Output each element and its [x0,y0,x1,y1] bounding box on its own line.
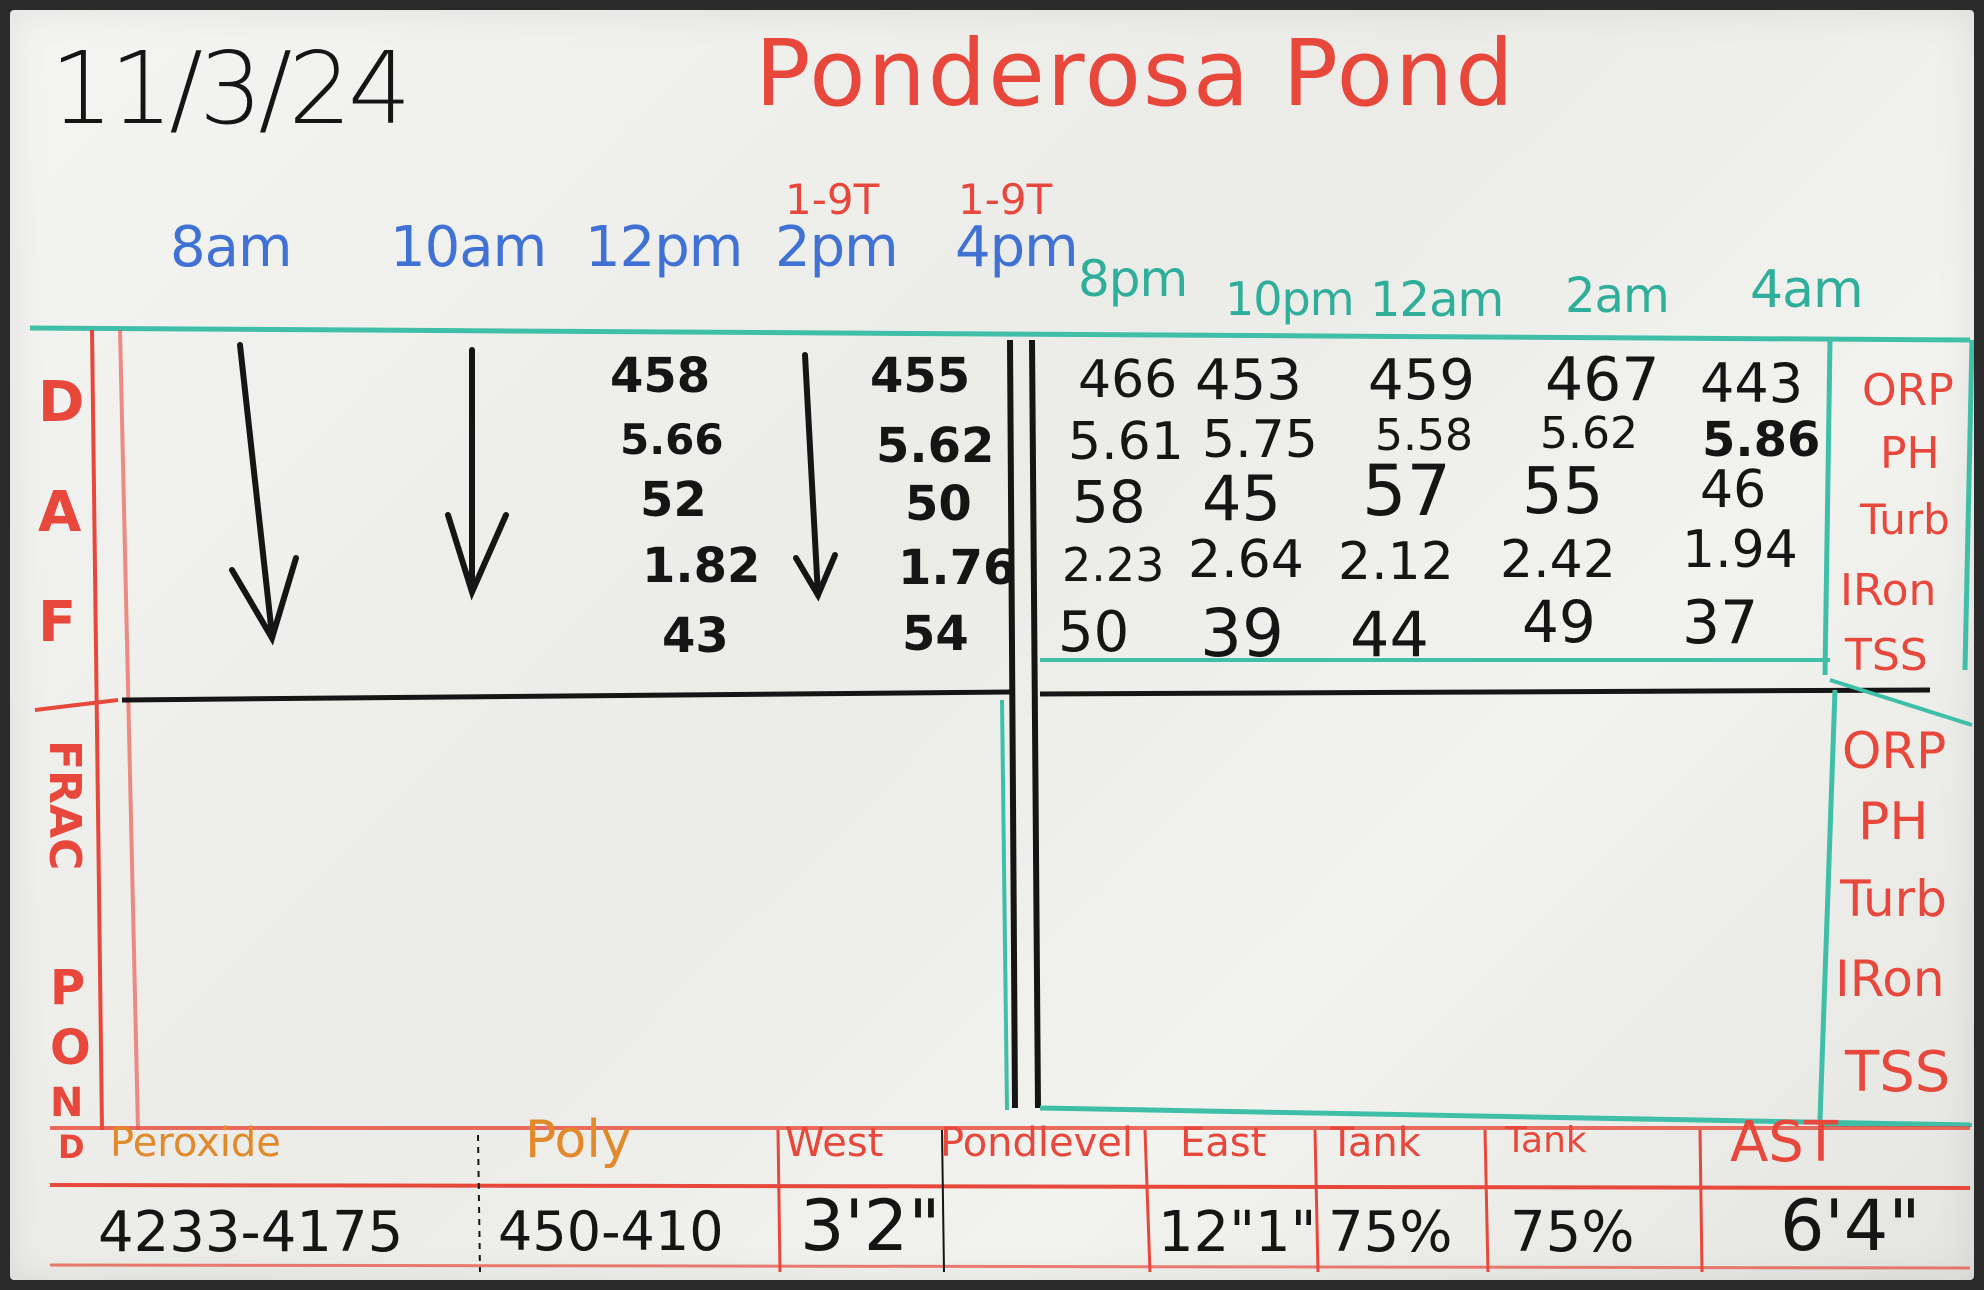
reading-12pm-ph: 5.66 [620,415,724,464]
reading-4pm-orp: 455 [870,348,971,404]
reading-12am-ph: 5.58 [1375,410,1473,461]
reading-4pm-iron: 1.76 [898,540,1017,596]
reading-8pm-ph: 5.61 [1068,412,1184,472]
label-west: West [785,1120,884,1166]
label-poly: Poly [525,1110,632,1170]
reading-10pm-ph: 5.75 [1202,410,1318,470]
value-ast: 6'4" [1780,1185,1921,1267]
reading-4am-tss: 37 [1682,588,1759,658]
section-daf-letter-1: D [38,370,85,435]
label-pondlevel: Pondlevel [940,1120,1134,1166]
reading-12am-tss: 44 [1350,598,1429,671]
value-peroxide: 4233-4175 [98,1200,404,1265]
reading-10pm-tss: 39 [1200,595,1284,672]
annotation-2pm: 1-9T [785,175,880,224]
reading-4am-iron: 1.94 [1682,520,1798,580]
time-12pm: 12pm [585,215,743,280]
reading-2am-tss: 49 [1522,588,1596,656]
reading-4pm-tss: 54 [902,606,969,662]
time-12am: 12am [1370,272,1504,328]
label-tank-2: Tank [1505,1120,1587,1161]
time-4pm: 4pm [955,215,1079,280]
param-top-orp: ORP [1862,365,1954,416]
time-2pm: 2pm [775,215,899,280]
reading-4am-orp: 443 [1700,352,1804,415]
section-pond-letter-1: P [50,960,86,1016]
section-daf-letter-3: F [38,590,77,655]
value-poly: 450-410 [498,1200,724,1263]
param-bottom-orp: ORP [1842,722,1947,780]
reading-4am-turb: 46 [1700,460,1767,520]
time-10am: 10am [390,215,547,280]
grid-lines [29,325,1974,1273]
reading-12am-orp: 459 [1368,348,1475,413]
reading-12pm-orp: 458 [610,348,711,404]
value-tank2: 75% [1510,1200,1635,1265]
title-text: Ponderosa Pond [755,20,1516,127]
section-pond-letter-2: O [50,1020,91,1076]
reading-12am-iron: 2.12 [1338,532,1454,592]
reading-2am-orp: 467 [1545,345,1660,415]
param-bottom-tss: TSS [1845,1040,1951,1105]
reading-4pm-turb: 50 [905,476,972,532]
label-ast: AST [1730,1110,1839,1175]
down-arrows [229,342,838,646]
value-east: 12"1" [1158,1200,1317,1265]
reading-2am-turb: 55 [1522,455,1604,529]
reading-10pm-iron: 2.64 [1188,530,1304,590]
reading-12pm-turb: 52 [640,472,707,528]
whiteboard: { "date": "11/3/24", "title": "Ponderosa… [10,10,1974,1280]
section-pond-letter-3: N [50,1080,84,1126]
param-top-iron: IRon [1840,565,1937,616]
reading-10pm-turb: 45 [1202,462,1281,535]
reading-8pm-tss: 50 [1058,600,1130,665]
time-10pm: 10pm [1225,272,1355,326]
time-8pm: 8pm [1078,250,1188,308]
value-west: 3'2" [800,1185,941,1267]
annotation-4pm: 1-9T [958,175,1053,224]
reading-12pm-tss: 43 [662,608,729,664]
reading-2am-iron: 2.42 [1500,530,1616,590]
reading-8pm-turb: 58 [1072,468,1146,536]
reading-10pm-orp: 453 [1195,348,1302,413]
section-daf-letter-2: A [38,480,82,545]
section-pond-letter-4: D [58,1128,85,1166]
reading-4pm-ph: 5.62 [876,418,995,474]
section-frac-label: FRAC [39,740,90,871]
reading-2am-ph: 5.62 [1540,408,1638,459]
reading-12pm-iron: 1.82 [642,538,761,594]
date-text: 11/3/24 [50,30,411,147]
param-bottom-iron: IRon [1835,950,1945,1008]
param-top-turb: Turb [1860,495,1950,544]
reading-8pm-iron: 2.23 [1062,538,1165,592]
time-2am: 2am [1565,268,1670,324]
label-tank-1: Tank [1330,1120,1421,1166]
label-east: East [1180,1120,1267,1166]
param-top-ph: PH [1880,428,1940,479]
param-bottom-ph: PH [1858,792,1929,852]
time-4am: 4am [1750,260,1864,320]
reading-12am-turb: 57 [1362,450,1452,532]
param-top-tss: TSS [1845,630,1928,681]
value-tank1: 75% [1328,1200,1453,1265]
reading-8pm-orp: 466 [1078,350,1178,410]
label-peroxide: Peroxide [110,1120,281,1166]
reading-4am-ph: 5.86 [1702,412,1821,468]
time-8am: 8am [170,215,292,280]
param-bottom-turb: Turb [1840,870,1947,928]
